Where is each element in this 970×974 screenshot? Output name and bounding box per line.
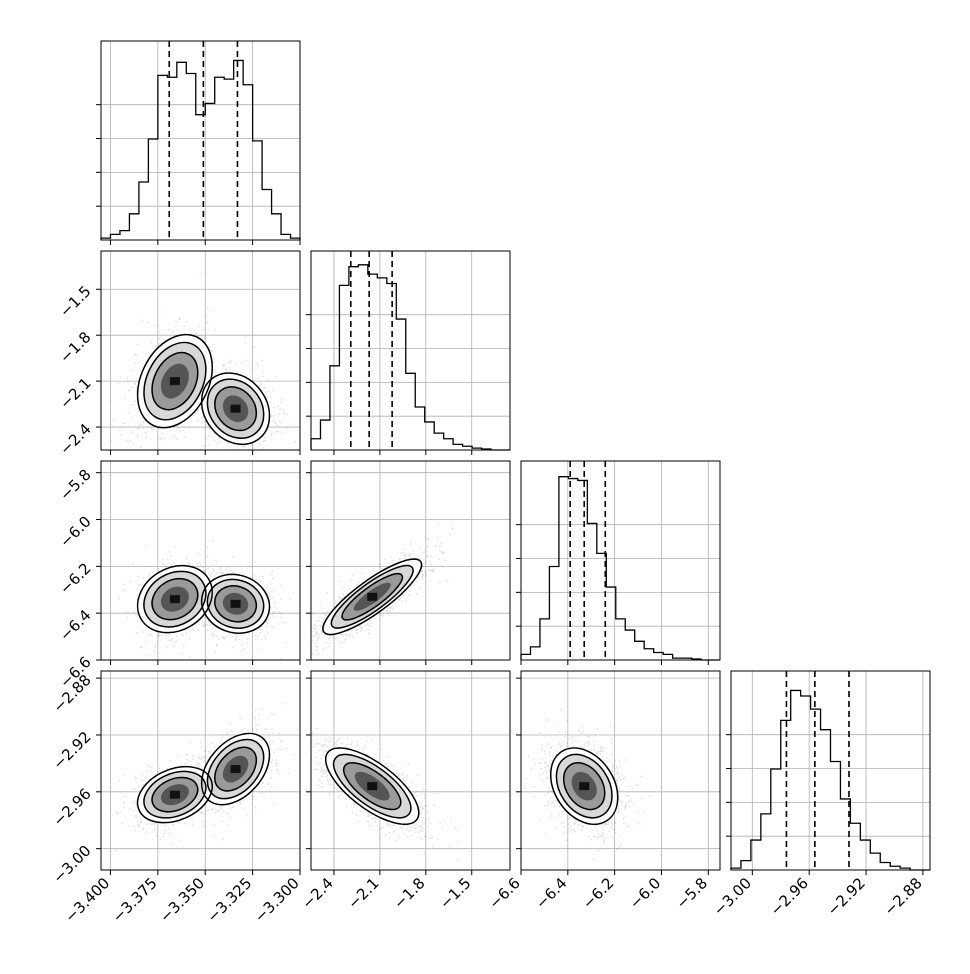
contour-line-0 <box>200 732 271 806</box>
contour-line-0 <box>136 765 213 824</box>
histogram-step <box>310 264 510 451</box>
x-tick-label: −5.8 <box>673 874 711 912</box>
scatter-panel-1-3 <box>306 670 511 875</box>
scatter-panel-1-2 <box>306 460 511 665</box>
x-tick-label: −3.350 <box>156 874 208 926</box>
scatter-panel-0-3 <box>96 670 301 875</box>
panel-content <box>117 540 292 660</box>
panel-frame <box>100 40 301 241</box>
x-tick-label: −3.375 <box>109 874 161 926</box>
x-tick-label: −3.325 <box>203 874 255 926</box>
contour-line-0 <box>549 747 619 826</box>
panel-frame <box>730 670 931 871</box>
contour-line-2 <box>214 585 258 623</box>
density-peak <box>367 782 378 791</box>
histogram-step <box>100 59 301 240</box>
contour-line-1 <box>206 578 265 629</box>
x-tick-label: −6.4 <box>532 874 570 912</box>
contour-line-0 <box>200 372 271 446</box>
panel-frame <box>310 670 511 871</box>
density-peak <box>230 599 241 608</box>
panel-frame <box>100 250 301 451</box>
contour-line-0 <box>136 333 213 429</box>
contour-line-0 <box>322 558 423 636</box>
contour-line-1 <box>206 378 265 439</box>
histogram-step <box>730 689 930 871</box>
x-tick-label: −3.300 <box>251 874 303 926</box>
y-tick-label: −3.00 <box>49 842 94 887</box>
panel-frame <box>100 460 301 661</box>
histogram-panel-0 <box>96 40 301 245</box>
density-peak <box>579 782 590 791</box>
panel-frame <box>520 670 721 871</box>
contour-line-1 <box>206 738 265 800</box>
contour-line-2 <box>151 577 199 621</box>
x-tick-label: −2.92 <box>824 874 869 919</box>
contour-line-1 <box>330 564 414 629</box>
x-tick-label: −2.96 <box>767 874 812 919</box>
panel-frame <box>520 460 721 661</box>
density-peak <box>169 790 180 799</box>
histogram-panel-3 <box>726 670 931 875</box>
panel-frame <box>310 250 511 451</box>
contour-line-1 <box>143 570 207 628</box>
x-tick-label: −2.88 <box>880 874 925 919</box>
x-tick-label: −2.4 <box>298 874 336 912</box>
scatter-panel-0-2 <box>96 460 301 665</box>
density-peak <box>169 595 180 604</box>
y-tick-label: −6.0 <box>56 512 94 550</box>
contour-line-2 <box>342 762 402 811</box>
contour-line-2 <box>151 351 199 411</box>
x-tick-label: −1.8 <box>390 874 428 912</box>
contour-line-2 <box>562 762 606 811</box>
scatter-panel-2-3 <box>516 670 721 875</box>
y-tick-label: −2.92 <box>49 728 94 773</box>
contour-line-0 <box>324 747 420 826</box>
y-tick-label: −1.5 <box>56 282 94 320</box>
y-tick-label: −2.4 <box>56 420 94 458</box>
density-peak <box>367 592 378 601</box>
y-tick-label: −6.4 <box>56 606 94 644</box>
density-peak <box>230 765 241 774</box>
contour-line-1 <box>143 341 207 421</box>
density-peak <box>169 377 180 386</box>
panel-frame <box>100 670 301 871</box>
contour-line-1 <box>143 770 207 819</box>
contour-line-2 <box>214 386 258 432</box>
x-tick-label: −3.400 <box>61 874 113 926</box>
y-tick-label: −5.8 <box>56 466 94 504</box>
density-peak <box>230 404 241 413</box>
y-tick-label: −6.2 <box>56 559 94 597</box>
contour-line-2 <box>214 746 258 792</box>
histogram-panel-2 <box>516 460 721 665</box>
histogram-step <box>520 476 720 661</box>
panel-frame <box>310 460 511 661</box>
contour-line-1 <box>555 753 613 819</box>
contour-line-2 <box>341 572 404 621</box>
x-tick-label: −1.5 <box>436 874 474 912</box>
x-tick-label: −6.6 <box>485 874 523 912</box>
y-tick-label: −2.96 <box>49 785 94 830</box>
contour-line-2 <box>151 776 199 813</box>
contour-line-0 <box>136 564 213 634</box>
contour-line-1 <box>332 753 412 819</box>
histogram-panel-1 <box>306 250 511 455</box>
contour-line-0 <box>200 573 271 634</box>
scatter-panel-0-1 <box>96 250 301 455</box>
y-tick-label: −2.1 <box>56 374 94 412</box>
panel-content <box>524 709 650 870</box>
x-tick-label: −2.1 <box>344 874 382 912</box>
panel-content <box>311 727 459 861</box>
panel-content <box>109 274 296 450</box>
x-tick-label: −6.0 <box>626 874 664 912</box>
panel-content <box>311 523 454 660</box>
panel-content <box>109 703 295 852</box>
x-tick-label: −6.2 <box>579 874 617 912</box>
y-tick-label: −1.8 <box>56 328 94 366</box>
x-tick-label: −3.00 <box>710 874 755 919</box>
